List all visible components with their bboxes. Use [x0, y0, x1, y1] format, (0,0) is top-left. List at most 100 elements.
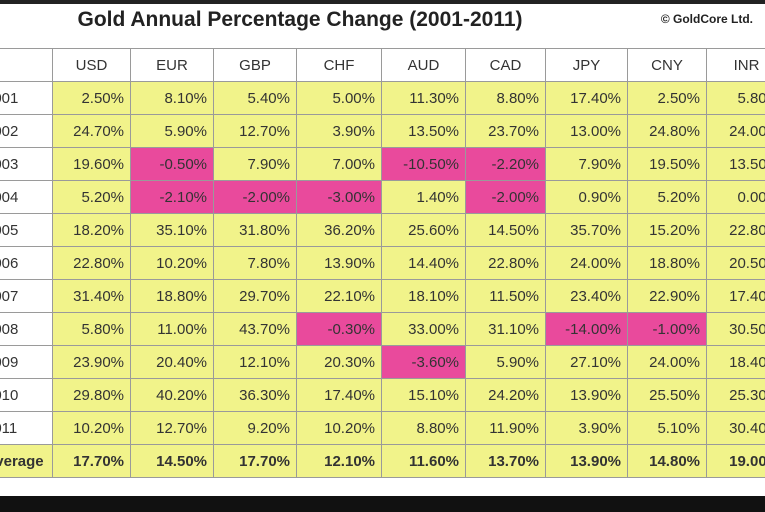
value-cell: 24.00% [545, 246, 628, 280]
row-label: 2001 [0, 81, 53, 115]
value-cell: 7.80% [213, 246, 297, 280]
table-row: 200518.20%35.10%31.80%36.20%25.60%14.50%… [0, 213, 765, 247]
value-cell: -2.20% [465, 147, 546, 181]
credit: © GoldCore Ltd. [660, 12, 753, 26]
value-cell: 14.50% [465, 213, 546, 247]
value-cell: 15.20% [627, 213, 707, 247]
table-row: 200622.80%10.20%7.80%13.90%14.40%22.80%2… [0, 246, 765, 280]
value-cell: 22.10% [296, 279, 382, 313]
value-cell: 12.10% [296, 444, 382, 478]
value-cell: -1.00% [627, 312, 707, 346]
value-cell: 8.80% [381, 411, 466, 445]
value-cell: 11.00% [130, 312, 214, 346]
row-label: 2006 [0, 246, 53, 280]
value-cell: 13.70% [465, 444, 546, 478]
value-cell: 2.50% [627, 81, 707, 115]
value-cell: 30.40% [706, 411, 765, 445]
value-cell: 33.00% [381, 312, 466, 346]
value-cell: -2.00% [213, 180, 297, 214]
value-cell: 11.60% [381, 444, 466, 478]
table-row: 200923.90%20.40%12.10%20.30%-3.60%5.90%2… [0, 345, 765, 379]
value-cell: 3.90% [545, 411, 628, 445]
value-cell: 23.70% [465, 114, 546, 148]
value-cell: 5.20% [627, 180, 707, 214]
value-cell: -2.00% [465, 180, 546, 214]
value-cell: 18.80% [627, 246, 707, 280]
value-cell: 9.20% [213, 411, 297, 445]
value-cell: 11.30% [381, 81, 466, 115]
value-cell: 14.40% [381, 246, 466, 280]
value-cell: 18.80% [130, 279, 214, 313]
row-label: 2002 [0, 114, 53, 148]
row-label: 2011 [0, 411, 53, 445]
value-cell: 24.00% [627, 345, 707, 379]
column-header: INR [706, 48, 765, 82]
value-cell: 0.90% [545, 180, 628, 214]
row-label: 2003 [0, 147, 53, 181]
value-cell: 17.40% [296, 378, 382, 412]
value-cell: 5.40% [213, 81, 297, 115]
value-cell: 8.10% [130, 81, 214, 115]
value-cell: 35.70% [545, 213, 628, 247]
table-row: 200731.40%18.80%29.70%22.10%18.10%11.50%… [0, 279, 765, 313]
value-cell: 5.80% [52, 312, 131, 346]
value-cell: 1.40% [381, 180, 466, 214]
value-cell: 25.50% [627, 378, 707, 412]
value-cell: -14.00% [545, 312, 628, 346]
value-cell: 24.00% [706, 114, 765, 148]
value-cell: 0.00% [706, 180, 765, 214]
value-cell: 22.90% [627, 279, 707, 313]
value-cell: 40.20% [130, 378, 214, 412]
value-cell: 15.10% [381, 378, 466, 412]
value-cell: 7.00% [296, 147, 382, 181]
value-cell: 10.20% [52, 411, 131, 445]
value-cell: 43.70% [213, 312, 297, 346]
table-row: 201029.80%40.20%36.30%17.40%15.10%24.20%… [0, 378, 765, 412]
table-row: 201110.20%12.70%9.20%10.20%8.80%11.90%3.… [0, 411, 765, 445]
value-cell: 24.70% [52, 114, 131, 148]
value-cell: 5.20% [52, 180, 131, 214]
value-cell: 13.50% [381, 114, 466, 148]
value-cell: 36.20% [296, 213, 382, 247]
value-cell: 13.90% [296, 246, 382, 280]
row-label: 2004 [0, 180, 53, 214]
value-cell: 10.20% [296, 411, 382, 445]
value-cell: 7.90% [213, 147, 297, 181]
column-header: EUR [130, 48, 214, 82]
table-row: Average17.70%14.50%17.70%12.10%11.60%13.… [0, 444, 765, 478]
value-cell: 18.40% [706, 345, 765, 379]
value-cell: 12.10% [213, 345, 297, 379]
value-cell: -10.50% [381, 147, 466, 181]
value-cell: 23.90% [52, 345, 131, 379]
row-label: 2009 [0, 345, 53, 379]
value-cell: 5.90% [465, 345, 546, 379]
value-cell: 22.80% [706, 213, 765, 247]
value-cell: 29.70% [213, 279, 297, 313]
value-cell: 5.90% [130, 114, 214, 148]
value-cell: 13.50% [706, 147, 765, 181]
value-cell: 22.80% [52, 246, 131, 280]
table: USDEURGBPCHFAUDCADJPYCNYINR20012.50%8.10… [0, 48, 765, 478]
value-cell: 20.40% [130, 345, 214, 379]
column-header: USD [52, 48, 131, 82]
table-row: 20045.20%-2.10%-2.00%-3.00%1.40%-2.00%0.… [0, 180, 765, 214]
value-cell: 36.30% [213, 378, 297, 412]
value-cell: 20.50% [706, 246, 765, 280]
row-label: 2005 [0, 213, 53, 247]
value-cell: 17.70% [52, 444, 131, 478]
value-cell: 7.90% [545, 147, 628, 181]
table-row: 200224.70%5.90%12.70%3.90%13.50%23.70%13… [0, 114, 765, 148]
value-cell: 8.80% [465, 81, 546, 115]
value-cell: 35.10% [130, 213, 214, 247]
value-cell: 23.40% [545, 279, 628, 313]
value-cell: 10.20% [130, 246, 214, 280]
value-cell: 18.20% [52, 213, 131, 247]
header-row: USD EUR GBP CHF AUD CAD JPY CNY INR [0, 48, 765, 82]
column-header: CAD [465, 48, 546, 82]
column-header: CHF [296, 48, 382, 82]
value-cell: 2.50% [52, 81, 131, 115]
value-cell: 5.10% [627, 411, 707, 445]
value-cell: 22.80% [465, 246, 546, 280]
value-cell: 31.80% [213, 213, 297, 247]
